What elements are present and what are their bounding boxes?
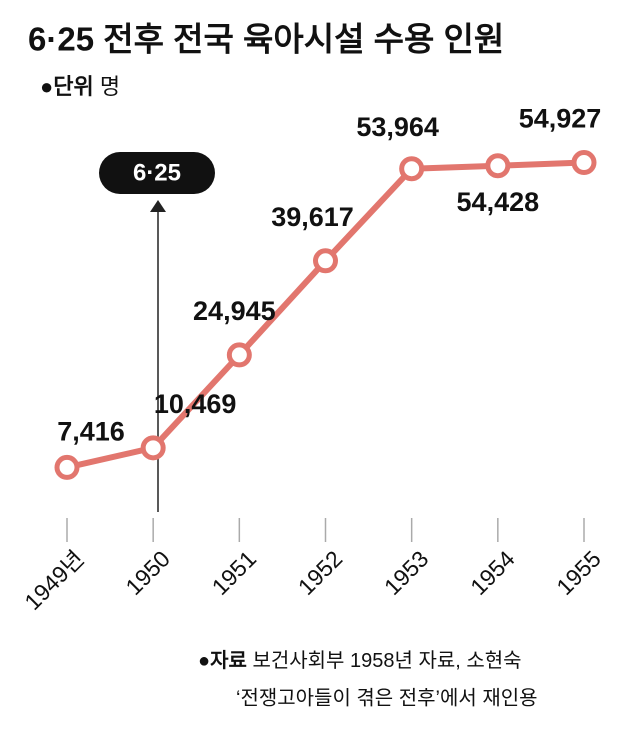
- value-label: 53,964: [356, 112, 439, 142]
- marker: [54, 454, 80, 480]
- value-label: 7,416: [57, 417, 125, 447]
- source-label: ●자료: [198, 649, 247, 672]
- marker: [485, 153, 511, 179]
- x-tick-label: 1953: [379, 545, 434, 600]
- x-tick-label: 1951: [207, 545, 262, 600]
- marker: [571, 150, 597, 176]
- unit-note: ●단위 명: [40, 74, 120, 99]
- x-tick-label: 1949년: [19, 545, 89, 615]
- source-line: ‘전쟁고아들이 겪은 전후’에서 재인용: [236, 686, 538, 709]
- x-tick-label: 1954: [465, 545, 520, 600]
- annotation-arrow: [150, 200, 166, 212]
- marker: [399, 156, 425, 182]
- marker: [226, 342, 252, 368]
- annotation-pill: [99, 152, 215, 194]
- value-label: 54,927: [519, 104, 602, 134]
- unit-label: ●단위: [40, 74, 94, 99]
- value-label: 54,428: [457, 187, 540, 217]
- chart-title: 6·25 전후 전국 육아시설 수용 인원: [28, 21, 504, 58]
- value-label: 24,945: [193, 296, 276, 326]
- x-tick-label: 1952: [293, 545, 348, 600]
- value-label: 39,617: [271, 202, 354, 232]
- marker: [313, 248, 338, 274]
- source-line: ●자료 보건사회부 1958년 자료, 소현숙: [198, 649, 522, 672]
- annotation-text: 6·25: [133, 159, 181, 186]
- unit-text: 명: [100, 74, 120, 99]
- marker: [140, 435, 166, 461]
- x-tick-label: 1955: [551, 545, 606, 600]
- source-text: 보건사회부 1958년 자료, 소현숙: [252, 649, 521, 672]
- x-tick-label: 1950: [120, 545, 175, 600]
- annotation: 6·25: [99, 152, 215, 512]
- value-label: 10,469: [154, 389, 237, 419]
